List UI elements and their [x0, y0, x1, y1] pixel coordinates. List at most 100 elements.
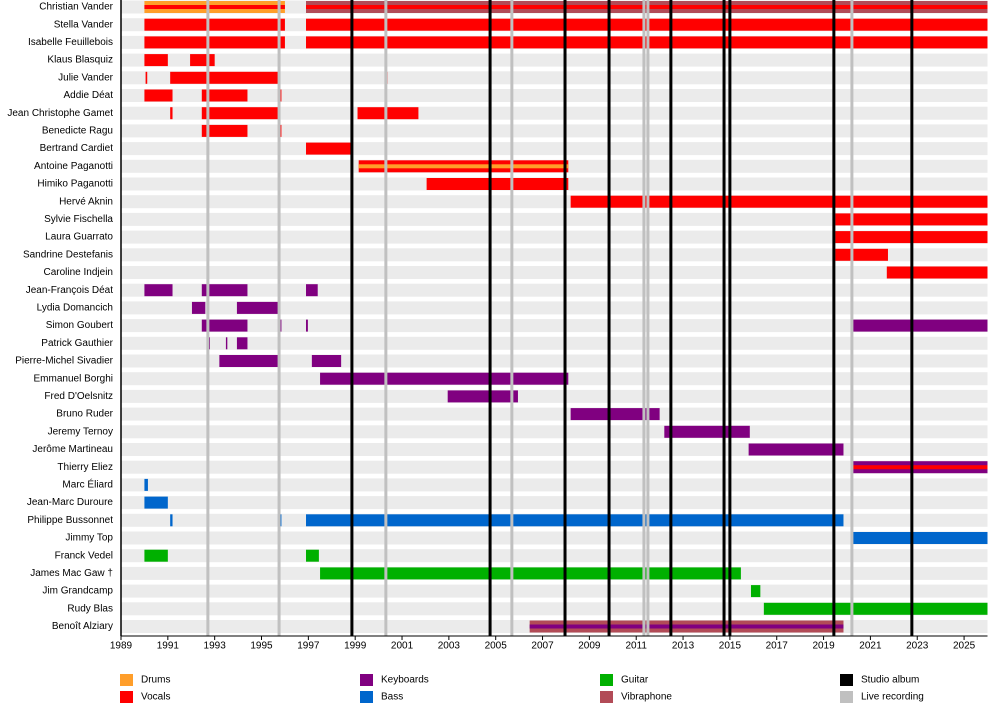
member-name: Addie Déat — [64, 90, 114, 101]
x-tick-label: 1999 — [344, 641, 367, 652]
x-tick-label: 2023 — [906, 641, 929, 652]
member-name: Jim Grandcamp — [42, 586, 113, 597]
member-name: Bertrand Cardiet — [40, 143, 114, 154]
row-stripe — [121, 531, 988, 545]
x-tick-label: 2021 — [859, 641, 882, 652]
x-tick-label: 2017 — [766, 641, 789, 652]
row-stripe — [121, 301, 988, 315]
x-tick-label: 2003 — [438, 641, 461, 652]
member-name: Lydia Domancich — [37, 303, 113, 314]
row-stripe — [121, 407, 988, 421]
legend-label: Bass — [381, 692, 403, 703]
row-stripe — [121, 549, 988, 563]
member-bar — [190, 54, 215, 67]
member-name: Benedicte Ragu — [42, 126, 113, 137]
member-name: James Mac Gaw † — [30, 568, 113, 579]
x-tick-label: 2007 — [531, 641, 554, 652]
member-name: Sandrine Destefanis — [23, 249, 113, 260]
member-name: Bruno Ruder — [56, 409, 113, 420]
member-bar — [170, 107, 173, 120]
x-tick-label: 2001 — [391, 641, 414, 652]
member-name: Thierry Eliez — [57, 462, 113, 473]
x-tick-label: 1991 — [157, 641, 180, 652]
member-bar — [447, 390, 518, 403]
member-bar — [144, 284, 173, 297]
row-stripe — [121, 142, 988, 156]
member-bar — [236, 301, 281, 314]
legend-label: Live recording — [861, 692, 924, 703]
member-bar — [306, 549, 319, 562]
member-bar — [201, 319, 248, 332]
member-bar — [311, 355, 342, 367]
member-name: Hervé Aknin — [59, 196, 113, 207]
secondary-bar — [850, 465, 988, 470]
secondary-bar — [144, 5, 285, 9]
member-name: Franck Vedel — [55, 550, 113, 561]
row-stripe — [121, 212, 988, 226]
legend-swatch — [360, 691, 373, 703]
member-bar — [664, 425, 750, 438]
member-bar — [357, 107, 419, 120]
member-bar — [763, 602, 988, 615]
member-bar — [170, 71, 281, 84]
legend-swatch — [360, 674, 373, 686]
member-bar — [320, 372, 569, 385]
member-bar — [201, 284, 248, 297]
member-name: Jerôme Martineau — [32, 444, 113, 455]
member-bar — [750, 585, 761, 598]
row-stripe — [121, 53, 988, 67]
member-name: Stella Vander — [54, 19, 114, 30]
member-bar — [748, 443, 844, 456]
member-name: Laura Guarrato — [45, 232, 113, 243]
member-name: Pierre-Michel Sivadier — [15, 356, 113, 367]
legend-label: Keyboards — [381, 675, 429, 686]
secondary-bar — [529, 624, 844, 629]
member-bar — [236, 337, 248, 350]
member-name: Jimmy Top — [65, 533, 113, 544]
member-name: Jean Christophe Gamet — [7, 108, 113, 119]
member-name: Antoine Paganotti — [34, 161, 113, 172]
row-stripe — [121, 443, 988, 456]
row-stripe — [121, 389, 988, 403]
legend-swatch — [120, 674, 133, 686]
row-stripe — [121, 283, 988, 297]
member-name: Christian Vander — [39, 2, 113, 13]
member-name: Philippe Bussonnet — [27, 515, 113, 526]
row-stripe — [121, 478, 988, 492]
member-bar — [225, 337, 228, 350]
member-bar — [144, 496, 168, 509]
x-tick-label: 1997 — [297, 641, 320, 652]
row-stripe — [121, 230, 988, 244]
member-name: Rudy Blas — [67, 603, 113, 614]
member-name: Klaus Blasquiz — [47, 55, 113, 66]
row-stripe — [121, 124, 988, 138]
member-bar — [144, 18, 285, 31]
member-bar — [835, 248, 888, 261]
member-name: Himiko Paganotti — [37, 179, 113, 190]
member-bar — [191, 301, 206, 314]
member-bar — [306, 284, 318, 297]
member-bar — [570, 195, 988, 208]
member-bar — [144, 549, 168, 562]
x-tick-label: 1995 — [250, 641, 273, 652]
member-bar — [426, 178, 569, 190]
member-name: Patrick Gauthier — [41, 338, 113, 349]
x-tick-label: 2019 — [812, 641, 835, 652]
member-name: Caroline Indjein — [44, 267, 114, 278]
x-tick-label: 1993 — [204, 641, 227, 652]
legend-swatch — [840, 691, 853, 703]
legend-swatch — [600, 691, 613, 703]
row-stripe — [121, 584, 988, 598]
member-bar — [306, 142, 352, 155]
member-bar — [144, 89, 173, 102]
row-stripe — [121, 336, 988, 350]
x-tick-label: 2011 — [625, 641, 647, 652]
row-stripe — [121, 89, 988, 102]
x-tick-label: 2005 — [485, 641, 508, 652]
member-bar — [145, 71, 148, 84]
member-bar — [201, 89, 248, 102]
member-bar — [306, 319, 308, 332]
member-name: Benoît Alziary — [52, 621, 113, 632]
legend-swatch — [600, 674, 613, 686]
